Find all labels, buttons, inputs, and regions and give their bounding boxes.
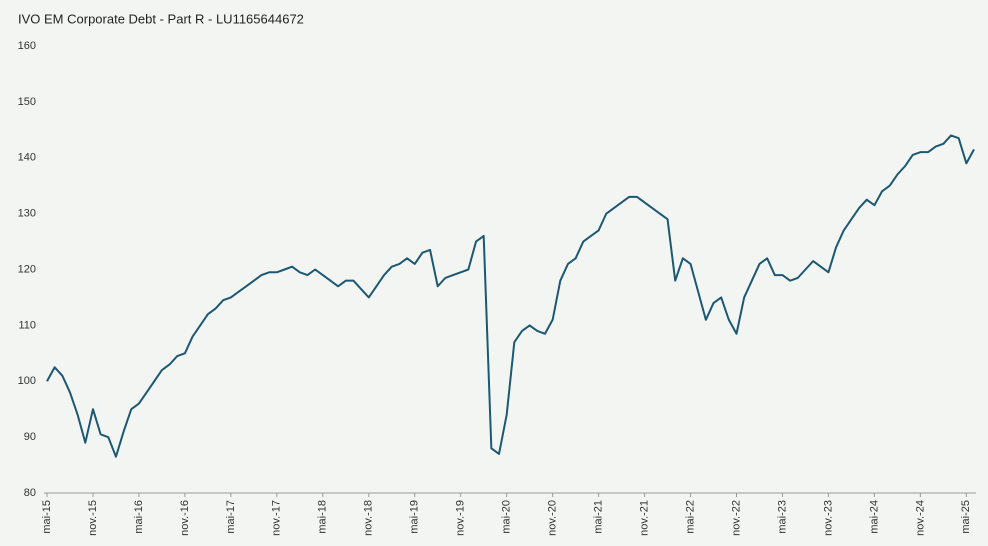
x-tick-label: nov.-18 xyxy=(363,500,375,536)
y-tick-label: 80 xyxy=(24,487,36,499)
y-tick-label: 120 xyxy=(18,263,36,275)
x-tick-label: mai-18 xyxy=(317,500,329,534)
x-tick-label: nov.-23 xyxy=(822,500,834,536)
x-tick-label: mai-17 xyxy=(225,500,237,534)
y-tick-label: 110 xyxy=(18,319,36,331)
x-tick-label: nov.-17 xyxy=(271,500,283,536)
x-tick-label: mai-16 xyxy=(133,500,145,534)
x-tick-label: mai-23 xyxy=(776,500,788,534)
x-tick-label: mai-15 xyxy=(41,500,53,534)
x-tick-label: mai-19 xyxy=(409,500,421,534)
line-series xyxy=(46,134,975,458)
y-tick-label: 150 xyxy=(18,96,36,108)
x-tick-label: nov.-19 xyxy=(455,500,467,536)
x-tick-label: mai-21 xyxy=(593,500,605,534)
x-tick-label: mai-24 xyxy=(868,500,880,534)
x-tick-label: mai-22 xyxy=(684,500,696,534)
y-tick-label: 140 xyxy=(18,152,36,164)
x-tick-label: nov.-20 xyxy=(547,500,559,536)
x-tick-label: nov.-22 xyxy=(730,500,742,536)
x-tick-label: nov.-21 xyxy=(638,500,650,536)
y-tick-label: 90 xyxy=(24,431,36,443)
y-tick-label: 130 xyxy=(18,208,36,220)
x-tick-label: mai-20 xyxy=(501,500,513,534)
x-tick-label: nov.-15 xyxy=(87,500,99,536)
x-tick-label: mai-25 xyxy=(960,500,972,534)
chart-title: IVO EM Corporate Debt - Part R - LU11656… xyxy=(18,11,304,26)
y-tick-label: 100 xyxy=(18,375,36,387)
x-tick-label: nov.-24 xyxy=(914,500,926,536)
y-tick-label: 160 xyxy=(18,40,36,52)
x-tick-label: nov.-16 xyxy=(179,500,191,536)
